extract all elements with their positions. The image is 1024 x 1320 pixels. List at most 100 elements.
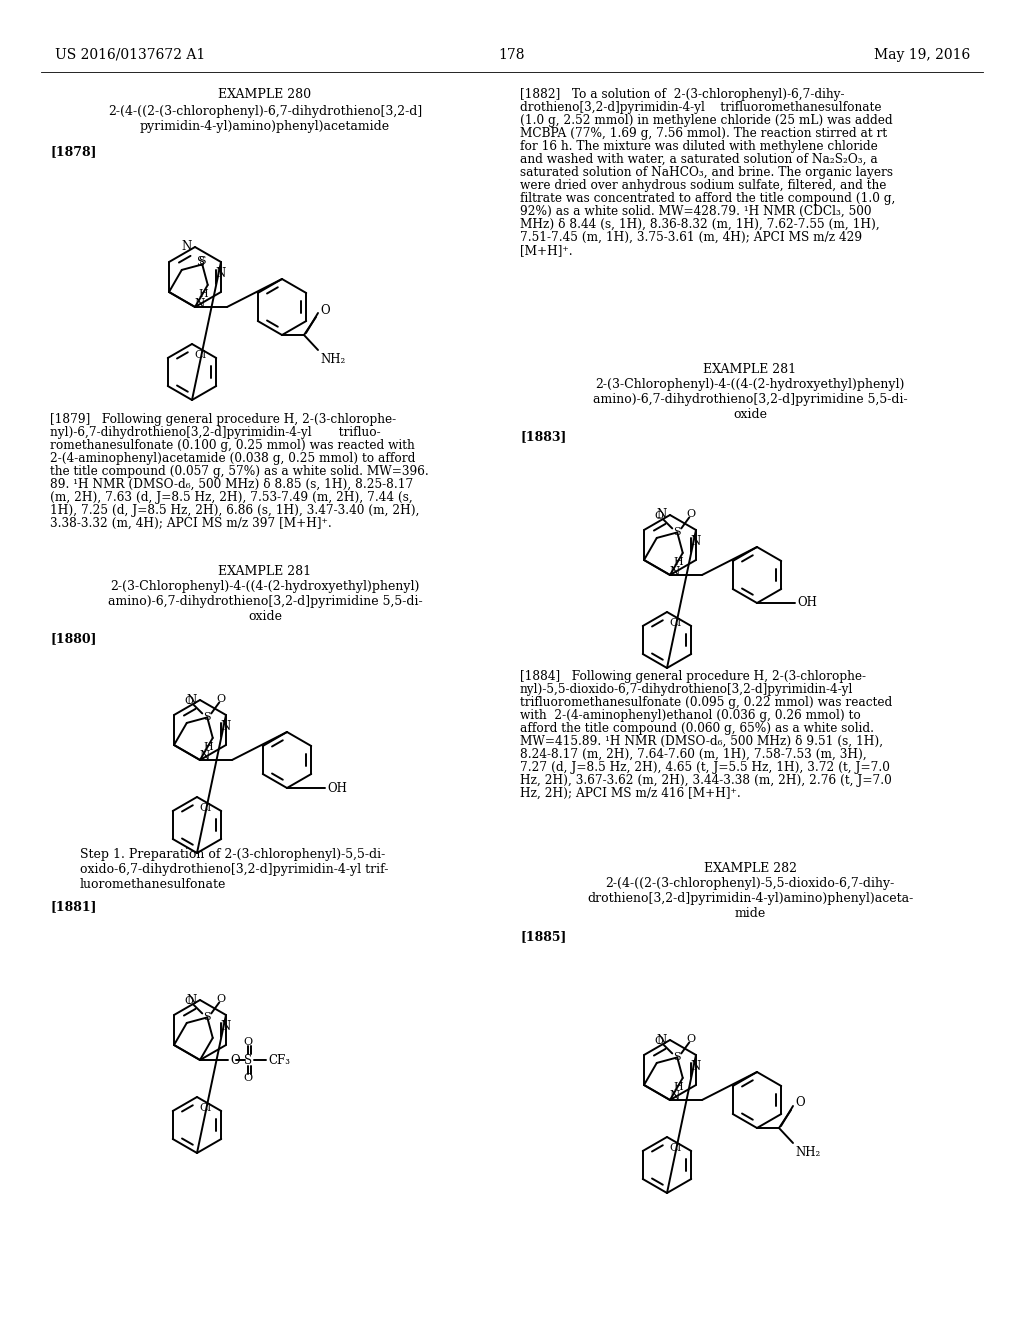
- Text: oxido-6,7-dihydrothieno[3,2-d]pyrimidin-4-yl trif-: oxido-6,7-dihydrothieno[3,2-d]pyrimidin-…: [80, 863, 388, 876]
- Text: 89. ¹H NMR (DMSO-d₆, 500 MHz) δ 8.85 (s, 1H), 8.25-8.17: 89. ¹H NMR (DMSO-d₆, 500 MHz) δ 8.85 (s,…: [50, 478, 414, 491]
- Text: MCBPA (77%, 1.69 g, 7.56 mmol). The reaction stirred at rt: MCBPA (77%, 1.69 g, 7.56 mmol). The reac…: [520, 127, 887, 140]
- Text: with  2-(4-aminophenyl)ethanol (0.036 g, 0.26 mmol) to: with 2-(4-aminophenyl)ethanol (0.036 g, …: [520, 709, 861, 722]
- Text: (m, 2H), 7.63 (d, J=8.5 Hz, 2H), 7.53-7.49 (m, 2H), 7.44 (s,: (m, 2H), 7.63 (d, J=8.5 Hz, 2H), 7.53-7.…: [50, 491, 413, 504]
- Text: OH: OH: [327, 781, 347, 795]
- Text: S: S: [204, 713, 211, 722]
- Text: O: O: [184, 697, 194, 706]
- Text: CF₃: CF₃: [268, 1053, 290, 1067]
- Text: O: O: [654, 1036, 664, 1047]
- Text: [M+H]⁺.: [M+H]⁺.: [520, 244, 572, 257]
- Text: filtrate was concentrated to afford the title compound (1.0 g,: filtrate was concentrated to afford the …: [520, 191, 895, 205]
- Text: N: N: [221, 719, 231, 733]
- Text: and washed with water, a saturated solution of Na₂S₂O₃, a: and washed with water, a saturated solut…: [520, 153, 878, 166]
- Text: Step 1. Preparation of 2-(3-chlorophenyl)-5,5-di-: Step 1. Preparation of 2-(3-chlorophenyl…: [80, 847, 385, 861]
- Text: amino)-6,7-dihydrothieno[3,2-d]pyrimidine 5,5-di-: amino)-6,7-dihydrothieno[3,2-d]pyrimidin…: [108, 595, 422, 609]
- Text: N: N: [691, 1060, 701, 1073]
- Text: EXAMPLE 280: EXAMPLE 280: [218, 88, 311, 102]
- Text: OH: OH: [797, 597, 817, 610]
- Text: [1880]: [1880]: [50, 632, 96, 645]
- Text: O: O: [217, 694, 226, 705]
- Text: Hz, 2H), 3.67-3.62 (m, 2H), 3.44-3.38 (m, 2H), 2.76 (t, J=7.0: Hz, 2H), 3.67-3.62 (m, 2H), 3.44-3.38 (m…: [520, 774, 892, 787]
- Text: 92%) as a white solid. MW=428.79. ¹H NMR (CDCl₃, 500: 92%) as a white solid. MW=428.79. ¹H NMR…: [520, 205, 871, 218]
- Text: Cl: Cl: [199, 803, 211, 813]
- Text: N: N: [670, 565, 680, 578]
- Text: 7.51-7.45 (m, 1H), 3.75-3.61 (m, 4H); APCI MS m/z 429: 7.51-7.45 (m, 1H), 3.75-3.61 (m, 4H); AP…: [520, 231, 862, 244]
- Text: O: O: [230, 1053, 240, 1067]
- Text: S: S: [199, 256, 206, 267]
- Text: N: N: [656, 1034, 667, 1047]
- Text: 1H), 7.25 (d, J=8.5 Hz, 2H), 6.86 (s, 1H), 3.47-3.40 (m, 2H),: 1H), 7.25 (d, J=8.5 Hz, 2H), 6.86 (s, 1H…: [50, 504, 420, 517]
- Text: nyl)-6,7-dihydrothieno[3,2-d]pyrimidin-4-yl       trifluo-: nyl)-6,7-dihydrothieno[3,2-d]pyrimidin-4…: [50, 426, 381, 440]
- Text: Hz, 2H); APCI MS m/z 416 [M+H]⁺.: Hz, 2H); APCI MS m/z 416 [M+H]⁺.: [520, 787, 740, 800]
- Text: S: S: [198, 256, 206, 269]
- Text: N: N: [186, 994, 197, 1006]
- Text: the title compound (0.057 g, 57%) as a white solid. MW=396.: the title compound (0.057 g, 57%) as a w…: [50, 465, 429, 478]
- Text: NH₂: NH₂: [795, 1146, 820, 1159]
- Text: 3.38-3.32 (m, 4H); APCI MS m/z 397 [M+H]⁺.: 3.38-3.32 (m, 4H); APCI MS m/z 397 [M+H]…: [50, 517, 332, 531]
- Text: O: O: [654, 511, 664, 521]
- Text: mide: mide: [734, 907, 766, 920]
- Text: O: O: [244, 1073, 253, 1082]
- Text: N: N: [656, 508, 667, 521]
- Text: O: O: [217, 994, 226, 1005]
- Text: O: O: [319, 304, 330, 317]
- Text: 2-(4-((2-(3-chlorophenyl)-5,5-dioxido-6,7-dihy-: 2-(4-((2-(3-chlorophenyl)-5,5-dioxido-6,…: [605, 876, 895, 890]
- Text: N: N: [221, 1020, 231, 1034]
- Text: [1882]   To a solution of  2-(3-chlorophenyl)-6,7-dihy-: [1882] To a solution of 2-(3-chloropheny…: [520, 88, 845, 102]
- Text: 2-(4-aminophenyl)acetamide (0.038 g, 0.25 mmol) to afford: 2-(4-aminophenyl)acetamide (0.038 g, 0.2…: [50, 451, 416, 465]
- Text: 7.27 (d, J=8.5 Hz, 2H), 4.65 (t, J=5.5 Hz, 1H), 3.72 (t, J=7.0: 7.27 (d, J=8.5 Hz, 2H), 4.65 (t, J=5.5 H…: [520, 762, 890, 774]
- Text: [1878]: [1878]: [50, 145, 96, 158]
- Text: afford the title compound (0.060 g, 65%) as a white solid.: afford the title compound (0.060 g, 65%)…: [520, 722, 874, 735]
- Text: 2-(3-Chlorophenyl)-4-((4-(2-hydroxyethyl)phenyl): 2-(3-Chlorophenyl)-4-((4-(2-hydroxyethyl…: [595, 378, 904, 391]
- Text: [1884]   Following general procedure H, 2-(3-chlorophe-: [1884] Following general procedure H, 2-…: [520, 671, 866, 682]
- Text: MW=415.89. ¹H NMR (DMSO-d₆, 500 MHz) δ 9.51 (s, 1H),: MW=415.89. ¹H NMR (DMSO-d₆, 500 MHz) δ 9…: [520, 735, 883, 748]
- Text: O: O: [687, 1035, 696, 1044]
- Text: 8.24-8.17 (m, 2H), 7.64-7.60 (m, 1H), 7.58-7.53 (m, 3H),: 8.24-8.17 (m, 2H), 7.64-7.60 (m, 1H), 7.…: [520, 748, 866, 762]
- Text: Cl: Cl: [194, 350, 206, 360]
- Text: O: O: [687, 510, 696, 520]
- Text: [1881]: [1881]: [50, 900, 96, 913]
- Text: S: S: [244, 1053, 252, 1067]
- Text: saturated solution of NaHCO₃, and brine. The organic layers: saturated solution of NaHCO₃, and brine.…: [520, 166, 893, 180]
- Text: for 16 h. The mixture was diluted with methylene chloride: for 16 h. The mixture was diluted with m…: [520, 140, 878, 153]
- Text: drothieno[3,2-d]pyrimidin-4-yl    trifluoromethanesulfonate: drothieno[3,2-d]pyrimidin-4-yl trifluoro…: [520, 102, 882, 114]
- Text: Cl: Cl: [669, 1143, 681, 1152]
- Text: romethanesulfonate (0.100 g, 0.25 mmol) was reacted with: romethanesulfonate (0.100 g, 0.25 mmol) …: [50, 440, 415, 451]
- Text: luoromethanesulfonate: luoromethanesulfonate: [80, 878, 226, 891]
- Text: N: N: [200, 751, 210, 763]
- Text: 2-(3-Chlorophenyl)-4-((4-(2-hydroxyethyl)phenyl): 2-(3-Chlorophenyl)-4-((4-(2-hydroxyethyl…: [111, 579, 420, 593]
- Text: O: O: [795, 1097, 805, 1110]
- Text: EXAMPLE 281: EXAMPLE 281: [218, 565, 311, 578]
- Text: NH₂: NH₂: [319, 352, 345, 366]
- Text: 178: 178: [499, 48, 525, 62]
- Text: N: N: [181, 240, 193, 253]
- Text: O: O: [244, 1038, 253, 1047]
- Text: [1879]   Following general procedure H, 2-(3-chlorophe-: [1879] Following general procedure H, 2-…: [50, 413, 396, 426]
- Text: Cl: Cl: [669, 618, 681, 628]
- Text: nyl)-5,5-dioxido-6,7-dihydrothieno[3,2-d]pyrimidin-4-yl: nyl)-5,5-dioxido-6,7-dihydrothieno[3,2-d…: [520, 682, 853, 696]
- Text: Cl: Cl: [199, 1104, 211, 1113]
- Text: (1.0 g, 2.52 mmol) in methylene chloride (25 mL) was added: (1.0 g, 2.52 mmol) in methylene chloride…: [520, 114, 893, 127]
- Text: trifluoromethanesulfonate (0.095 g, 0.22 mmol) was reacted: trifluoromethanesulfonate (0.095 g, 0.22…: [520, 696, 892, 709]
- Text: EXAMPLE 282: EXAMPLE 282: [703, 862, 797, 875]
- Text: May 19, 2016: May 19, 2016: [873, 48, 970, 62]
- Text: N: N: [691, 535, 701, 548]
- Text: N: N: [195, 297, 205, 310]
- Text: S: S: [204, 1012, 211, 1023]
- Text: O: O: [184, 997, 194, 1006]
- Text: [1885]: [1885]: [520, 931, 566, 942]
- Text: amino)-6,7-dihydrothieno[3,2-d]pyrimidine 5,5-di-: amino)-6,7-dihydrothieno[3,2-d]pyrimidin…: [593, 393, 907, 407]
- Text: pyrimidin-4-yl)amino)phenyl)acetamide: pyrimidin-4-yl)amino)phenyl)acetamide: [140, 120, 390, 133]
- Text: MHz) δ 8.44 (s, 1H), 8.36-8.32 (m, 1H), 7.62-7.55 (m, 1H),: MHz) δ 8.44 (s, 1H), 8.36-8.32 (m, 1H), …: [520, 218, 880, 231]
- Text: S: S: [674, 1052, 681, 1063]
- Text: EXAMPLE 281: EXAMPLE 281: [703, 363, 797, 376]
- Text: oxide: oxide: [733, 408, 767, 421]
- Text: drothieno[3,2-d]pyrimidin-4-yl)amino)phenyl)aceta-: drothieno[3,2-d]pyrimidin-4-yl)amino)phe…: [587, 892, 913, 906]
- Text: H: H: [203, 742, 213, 752]
- Text: N: N: [670, 1090, 680, 1104]
- Text: were dried over anhydrous sodium sulfate, filtered, and the: were dried over anhydrous sodium sulfate…: [520, 180, 887, 191]
- Text: S: S: [674, 528, 681, 537]
- Text: N: N: [216, 267, 226, 280]
- Text: 2-(4-((2-(3-chlorophenyl)-6,7-dihydrothieno[3,2-d]: 2-(4-((2-(3-chlorophenyl)-6,7-dihydrothi…: [108, 106, 422, 117]
- Text: H: H: [673, 1082, 683, 1092]
